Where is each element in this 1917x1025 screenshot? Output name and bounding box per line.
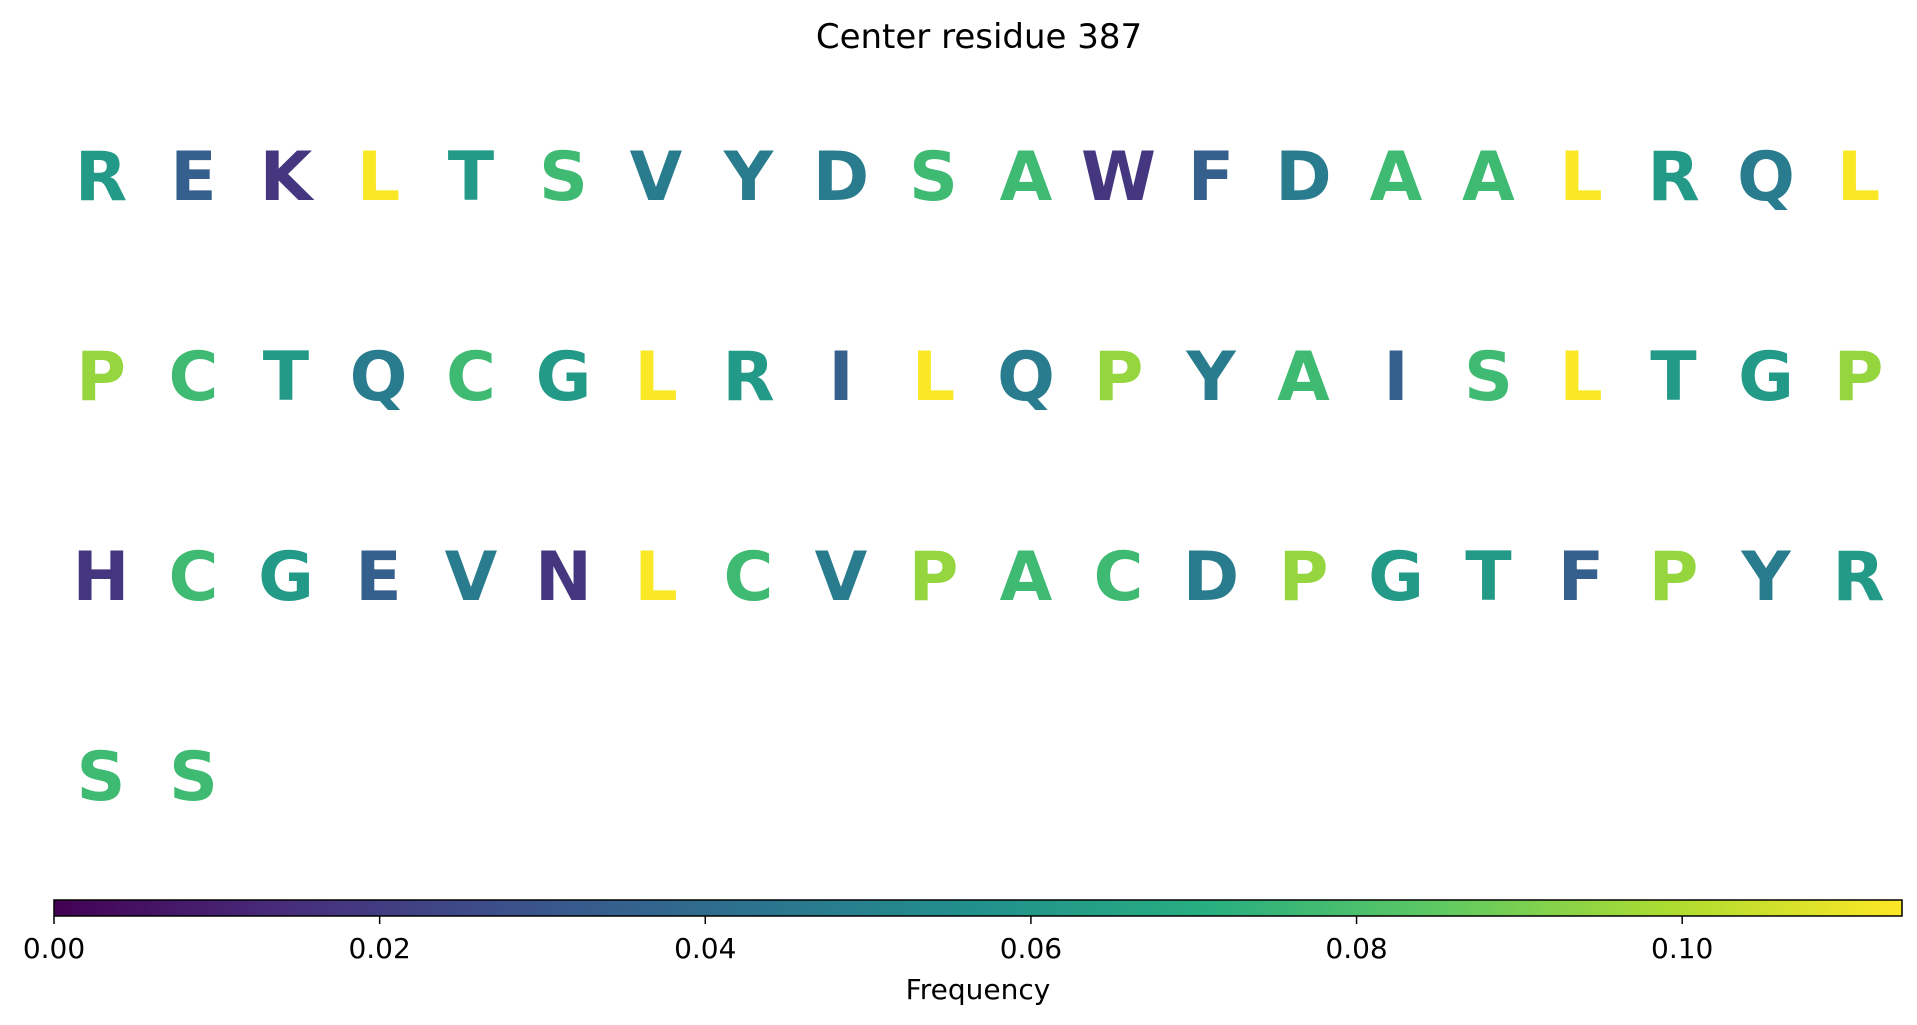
residue-letter: Q (997, 338, 1055, 417)
residue-letter: F (1188, 138, 1234, 217)
residue-letter: I (1383, 338, 1408, 417)
residue-letter: Q (350, 338, 408, 417)
residue-letter: T (263, 338, 310, 417)
residue-letter: D (1275, 138, 1331, 217)
residue-grid: R E K L T S V Y D S A W F D A A L R Q LP C T Q C G L R I L Q P Y A I S L T G P… (73, 138, 1885, 817)
residue-letter: Y (723, 138, 774, 217)
residue-letter: T (448, 138, 495, 217)
colorbar-tick-label: 0.08 (1325, 932, 1387, 965)
residue-letter: K (260, 138, 315, 217)
residue-letter: R (75, 138, 127, 217)
residue-letter: L (912, 338, 955, 417)
residue-letter: S (77, 738, 126, 817)
residue-letter: E (170, 138, 216, 217)
residue-letter: G (536, 338, 592, 417)
residue-letter: T (1650, 338, 1697, 417)
colorbar-tick-label: 0.02 (348, 932, 410, 965)
colorbar-tick-label: 0.04 (674, 932, 736, 965)
colorbar-tick-label: 0.00 (23, 932, 85, 965)
residue-letter: A (1000, 538, 1053, 617)
residue-letter: R (1647, 138, 1699, 217)
residue-letter: G (1368, 538, 1424, 617)
residue-letter: P (909, 538, 959, 617)
residue-letter: R (1832, 538, 1884, 617)
residue-letter: N (535, 538, 592, 617)
residue-letter: L (634, 538, 677, 617)
residue-letter: C (169, 338, 219, 417)
residue-letter: G (1738, 338, 1794, 417)
residue-letter: P (1094, 338, 1144, 417)
residue-letter: P (1834, 338, 1884, 417)
chart-title: Center residue 387 (816, 17, 1142, 57)
residue-letter: D (813, 138, 869, 217)
residue-letter: I (828, 338, 853, 417)
residue-letter: S (909, 138, 958, 217)
residue-letter: C (724, 538, 774, 617)
residue-letter: A (1462, 138, 1515, 217)
residue-letter: H (73, 538, 130, 617)
residue-letter: Q (1737, 138, 1795, 217)
residue-letter: L (357, 138, 400, 217)
residue-letter: C (169, 538, 219, 617)
residue-letter: Y (1185, 338, 1236, 417)
residue-letter: S (539, 138, 588, 217)
residue-letter: S (1464, 338, 1513, 417)
residue-letter: S (169, 738, 218, 817)
residue-letter: A (1000, 138, 1053, 217)
residue-letter: P (76, 338, 126, 417)
residue-letter: T (1465, 538, 1512, 617)
residue-letter: D (1183, 538, 1239, 617)
residue-letter: R (722, 338, 774, 417)
residue-letter: V (630, 138, 683, 217)
residue-letter: G (258, 538, 314, 617)
colorbar-label: Frequency (906, 973, 1051, 1006)
colorbar-gradient (53, 899, 1903, 917)
residue-letter: V (445, 538, 498, 617)
residue-letter: F (1558, 538, 1604, 617)
residue-letter: L (634, 338, 677, 417)
residue-letter: C (446, 338, 496, 417)
residue-letter: Y (1740, 538, 1791, 617)
residue-letter: A (1277, 338, 1330, 417)
residue-letter: P (1279, 538, 1329, 617)
colorbar-tick-label: 0.10 (1651, 932, 1713, 965)
residue-letter: V (815, 538, 868, 617)
colorbar-ticks: 0.00 0.02 0.04 0.06 0.08 0.10 (23, 916, 1713, 965)
colorbar: 0.00 0.02 0.04 0.06 0.08 0.10 Frequency (23, 899, 1903, 1006)
residue-letter: C (1094, 538, 1144, 617)
residue-letter: E (355, 538, 401, 617)
colorbar-tick-label: 0.06 (1000, 932, 1062, 965)
residue-letter: L (1559, 138, 1602, 217)
residue-letter: L (1559, 338, 1602, 417)
residue-letter: L (1837, 138, 1880, 217)
residue-letter: W (1081, 138, 1156, 217)
residue-letter: A (1370, 138, 1423, 217)
residue-letter: P (1649, 538, 1699, 617)
